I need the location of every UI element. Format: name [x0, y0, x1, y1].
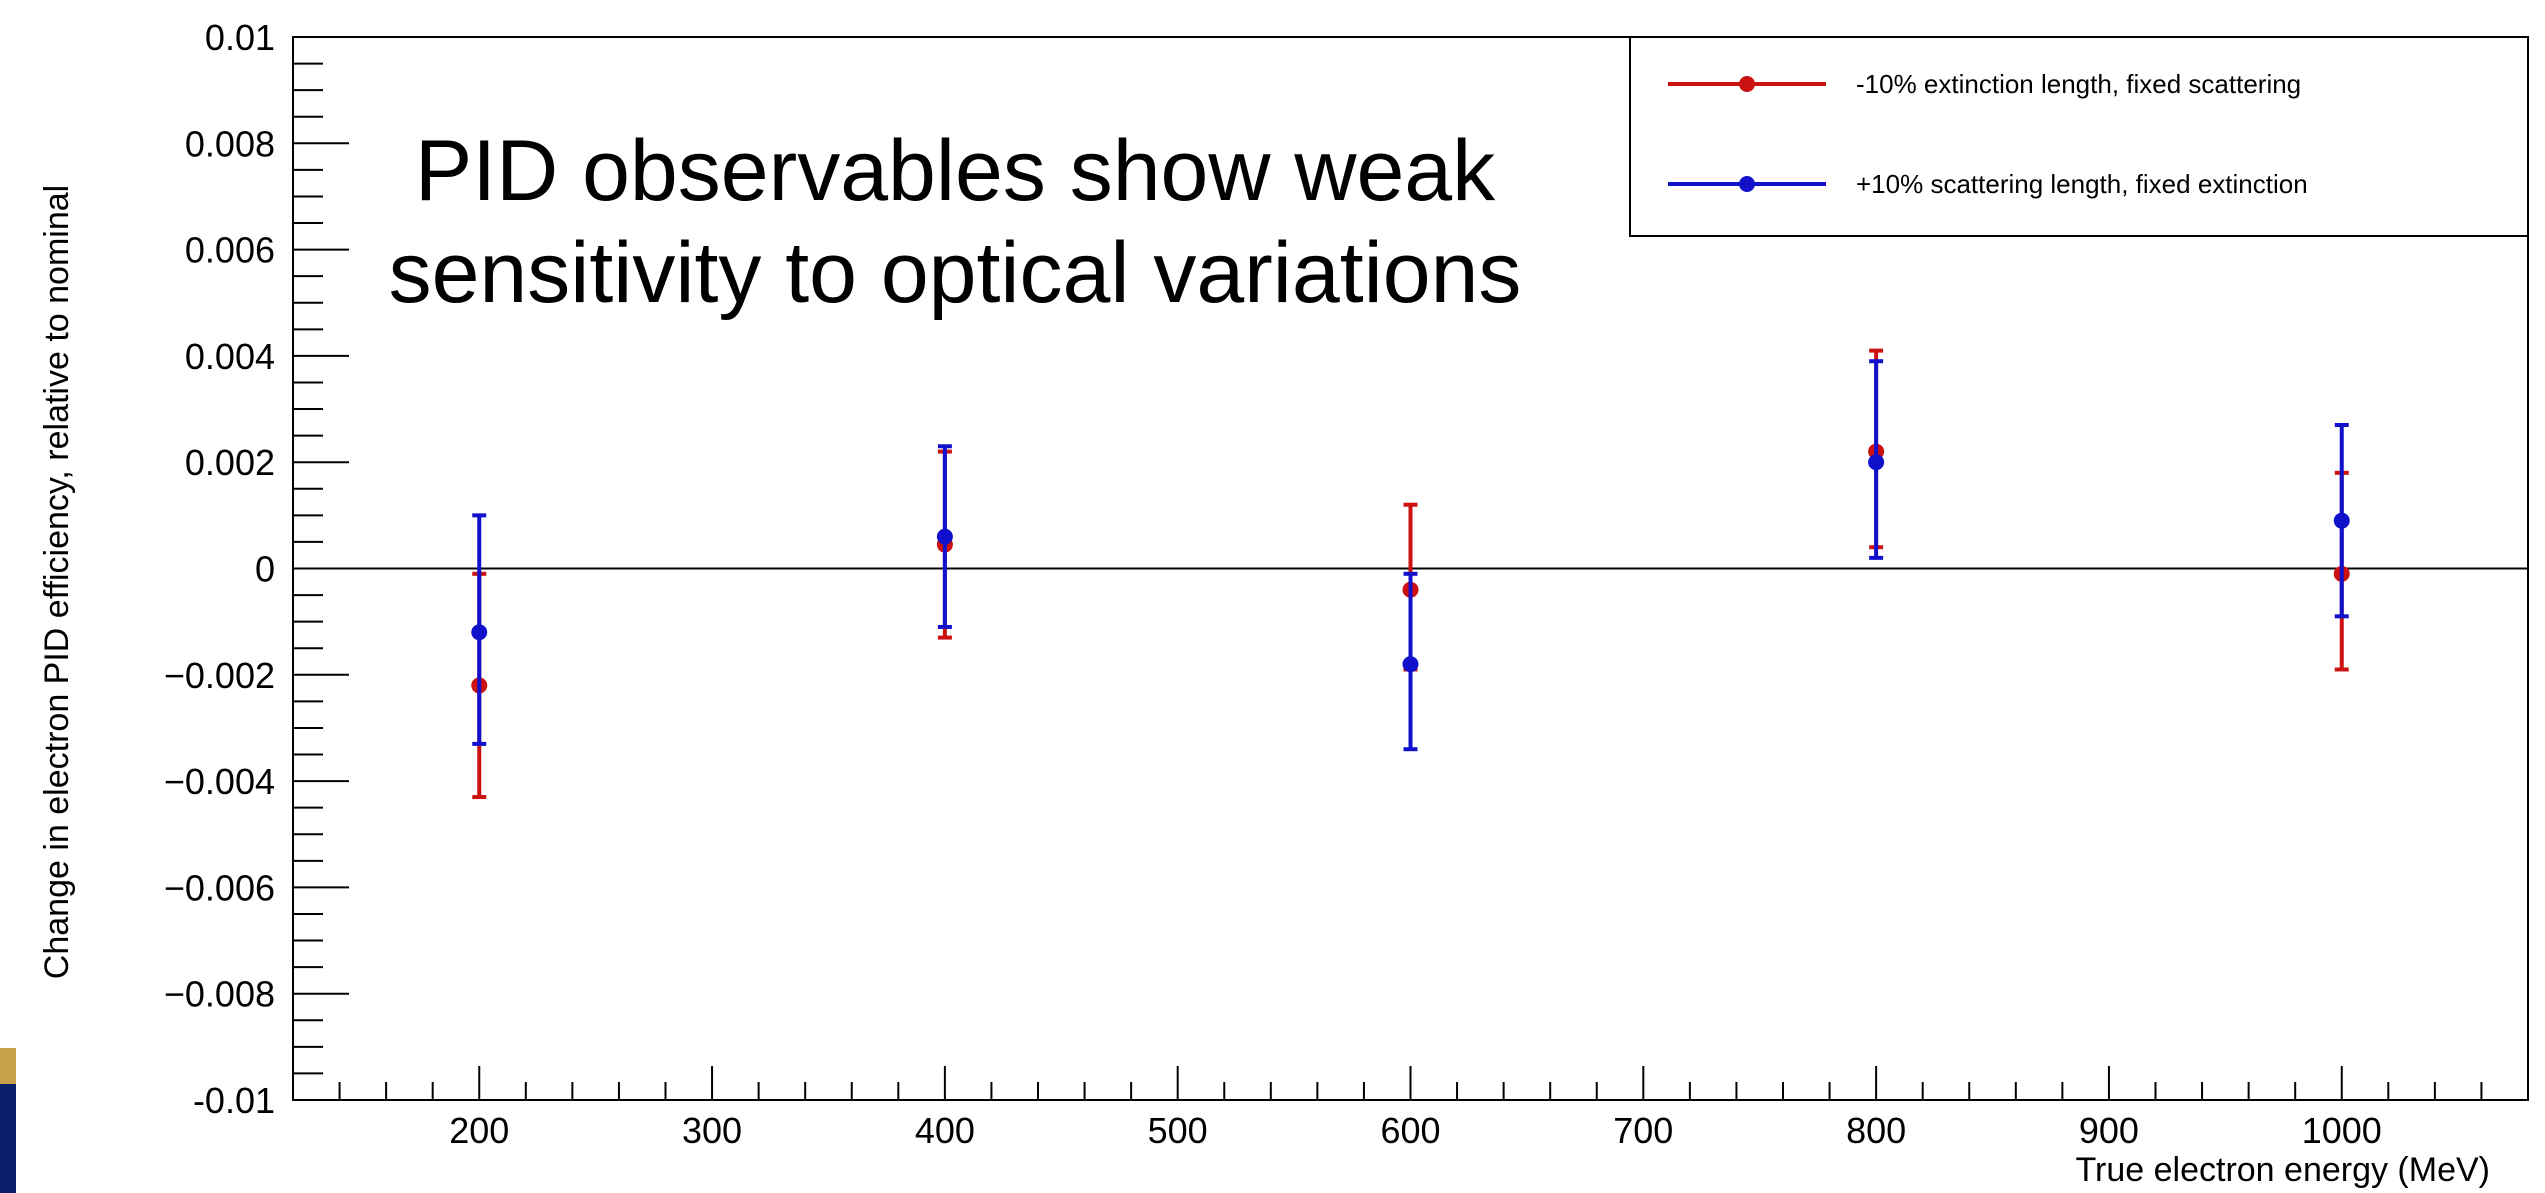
- y-axis-title: Change in electron PID efficiency, relat…: [38, 185, 76, 979]
- x-tick-label: 600: [1380, 1110, 1440, 1151]
- corner-accent: [0, 1048, 16, 1193]
- y-tick-label: 0.002: [185, 442, 275, 483]
- annotation-line-2: sensitivity to optical variations: [389, 225, 1522, 321]
- x-tick-label: 400: [915, 1110, 975, 1151]
- data-point: [471, 624, 488, 641]
- annotation-line-1: PID observables show weak: [415, 123, 1496, 219]
- y-tick-label: −0.006: [164, 867, 275, 908]
- legend: -10% extinction length, fixed scattering…: [1629, 36, 2529, 237]
- x-tick-label: 200: [449, 1110, 509, 1151]
- y-tick-label: -0.01: [193, 1080, 275, 1121]
- corner-accent-gold: [0, 1048, 16, 1084]
- y-tick-label: −0.002: [164, 655, 275, 696]
- y-tick-label: 0: [255, 549, 275, 590]
- x-axis: 200 300 400 500 600 700 800 900 1000: [338, 1066, 2483, 1151]
- x-axis-title: True electron energy (MeV): [2076, 1151, 2490, 1189]
- data-point: [936, 528, 953, 545]
- y-tick-label: 0.004: [185, 336, 275, 377]
- y-tick-label: −0.004: [164, 761, 275, 802]
- legend-marker: [1739, 176, 1755, 192]
- data-point: [1402, 656, 1419, 673]
- legend-label: -10% extinction length, fixed scattering: [1856, 69, 2301, 99]
- y-tick-label: −0.008: [164, 974, 275, 1015]
- x-tick-label: 900: [2079, 1110, 2139, 1151]
- y-axis: 0.01 0.008 0.006 0.004 0.002 0 −0.002 −0.004 −0.…: [164, 17, 349, 1121]
- x-tick-label: 1000: [2302, 1110, 2382, 1151]
- y-tick-label: 0.01: [205, 17, 275, 58]
- legend-label: +10% scattering length, fixed extinction: [1856, 169, 2308, 199]
- x-tick-label: 300: [682, 1110, 742, 1151]
- corner-accent-navy: [0, 1084, 16, 1193]
- data-point: [1868, 454, 1885, 471]
- x-tick-label: 500: [1148, 1110, 1208, 1151]
- series-layer: [471, 348, 2350, 800]
- data-point: [2333, 512, 2350, 529]
- series-2: [471, 359, 2350, 752]
- legend-marker: [1739, 76, 1755, 92]
- x-tick-label: 800: [1846, 1110, 1906, 1151]
- x-tick-label: 700: [1613, 1110, 1673, 1151]
- legend-box: [1629, 36, 2529, 237]
- y-tick-label: 0.006: [185, 230, 275, 271]
- y-tick-label: 0.008: [185, 123, 275, 164]
